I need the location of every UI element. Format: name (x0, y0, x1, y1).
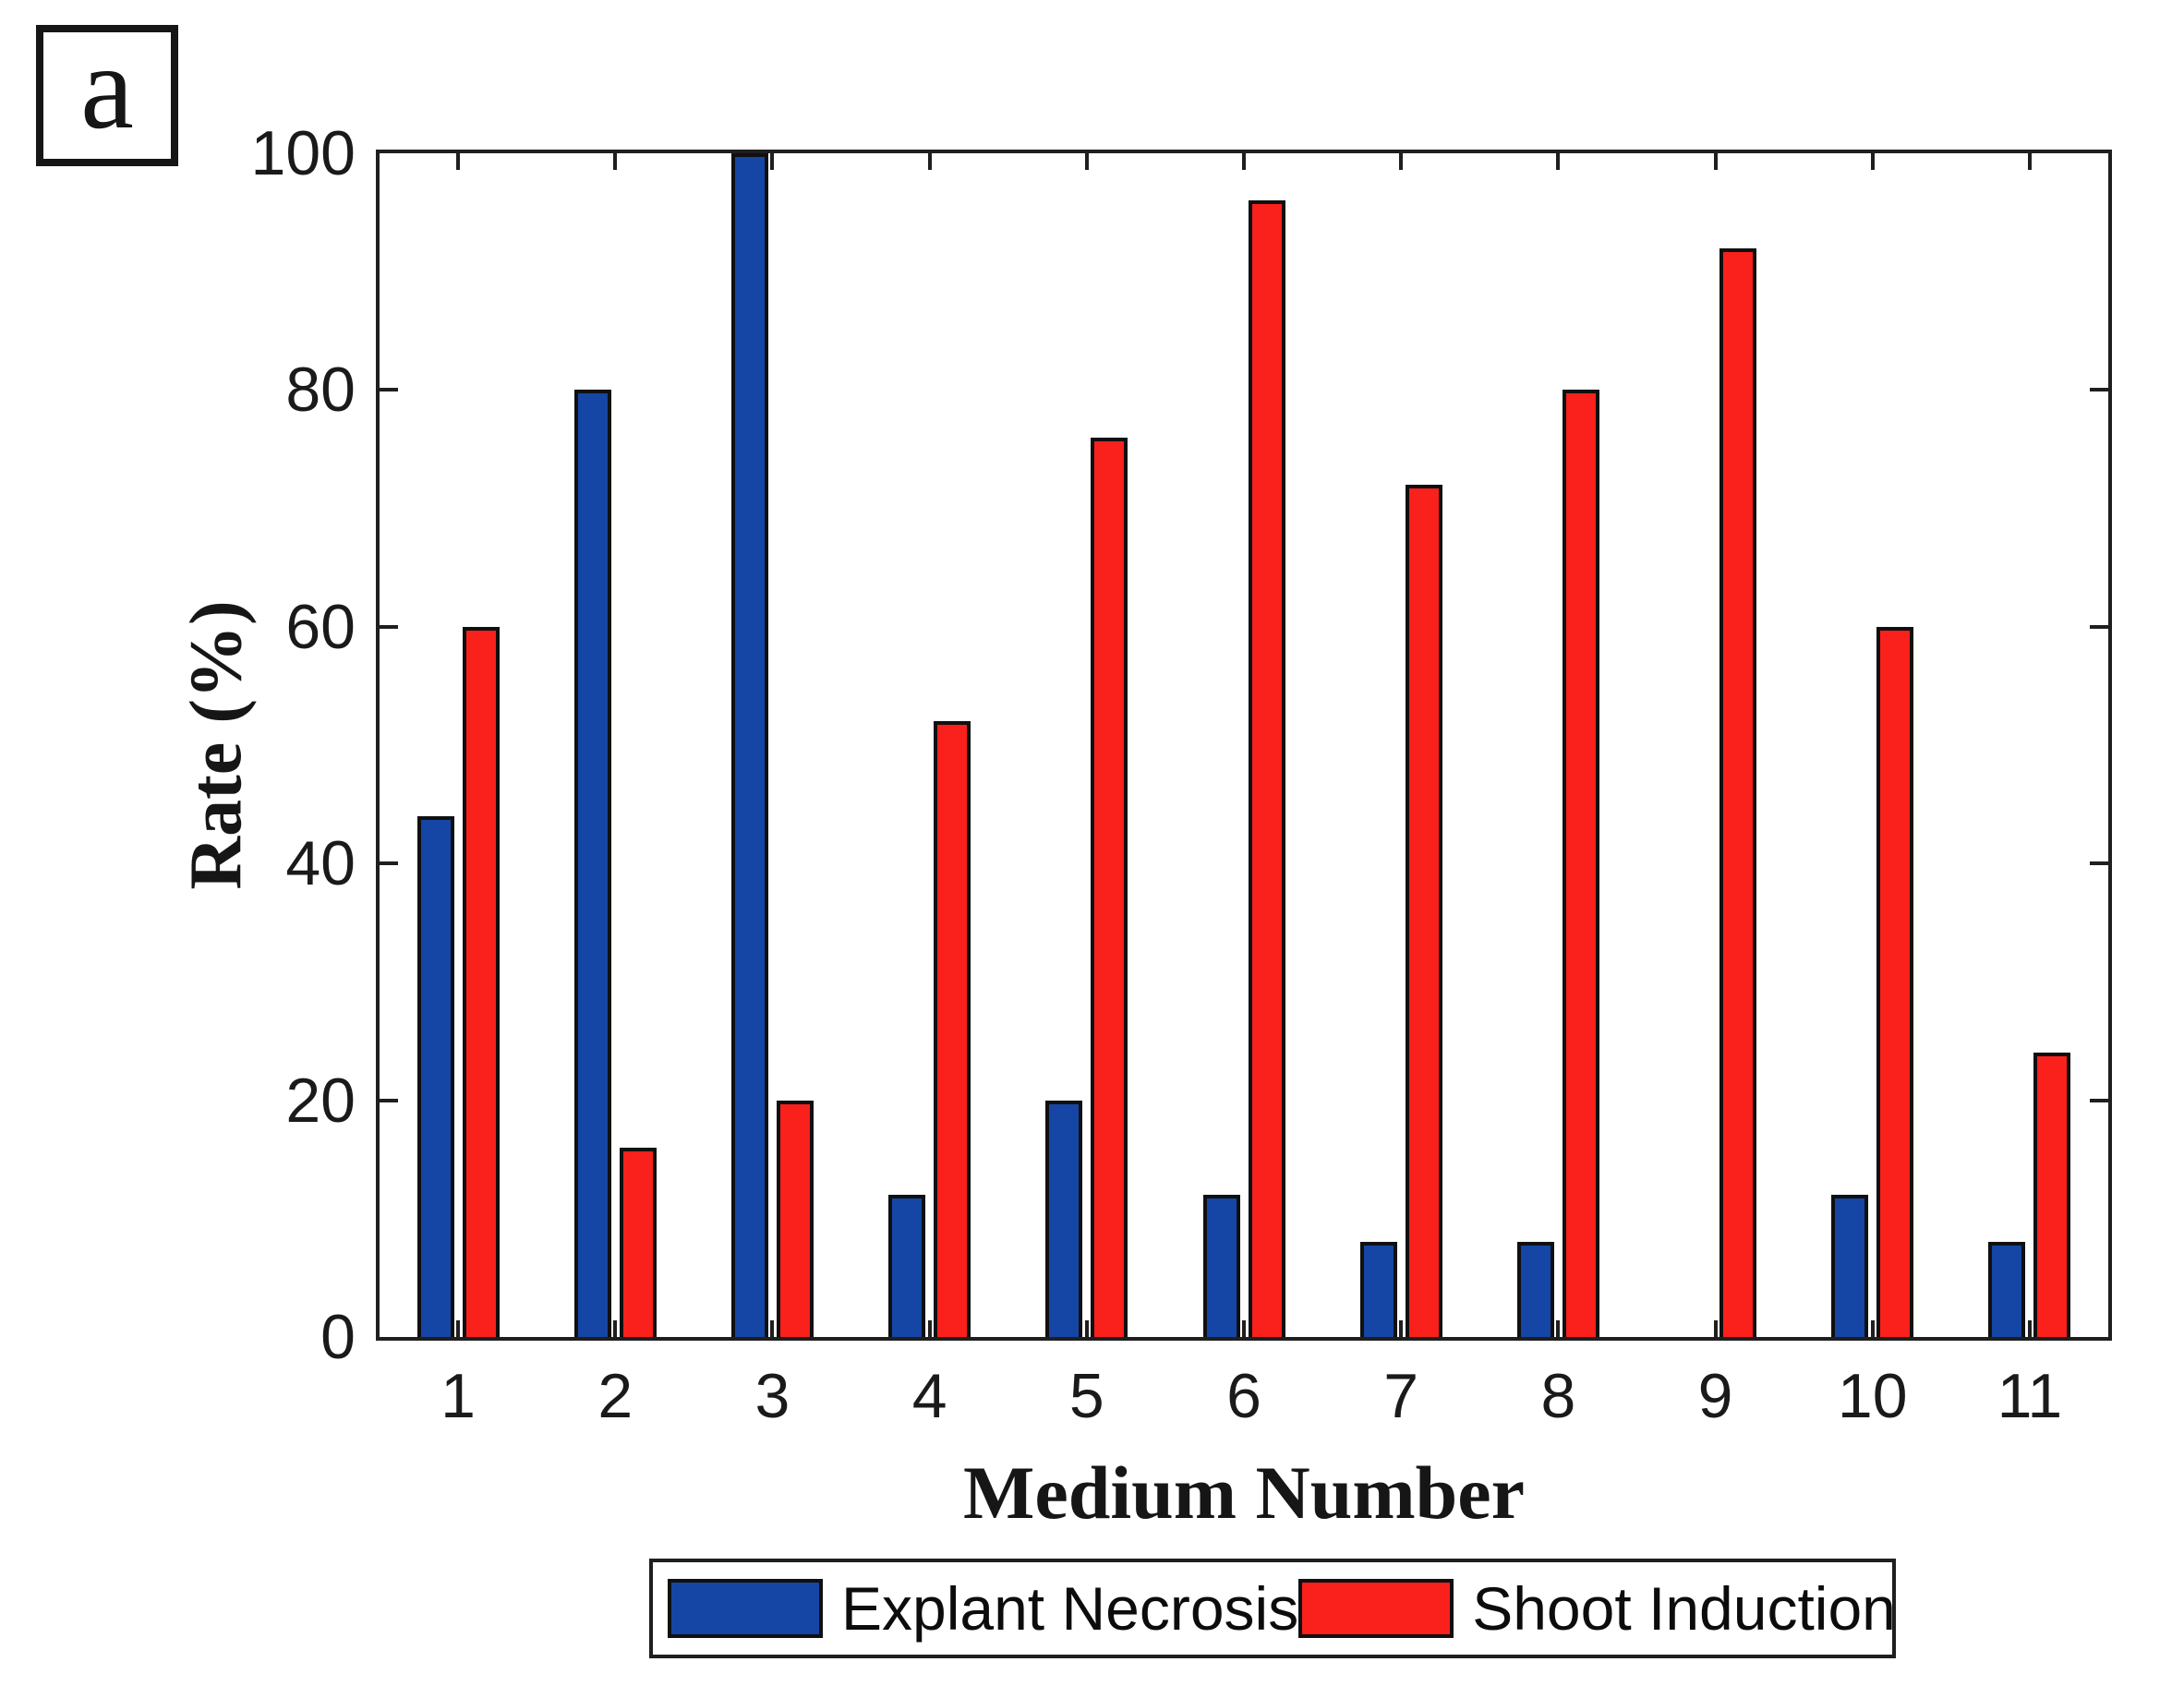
x-tick-label-4: 4 (911, 1361, 947, 1431)
bar-explant-necrosis-2 (573, 390, 611, 1337)
panel-label-box: a (36, 25, 178, 166)
x-tick-mark-top-6 (1242, 153, 1246, 170)
bar-shoot-induction-8 (1562, 390, 1599, 1337)
bar-explant-necrosis-3 (730, 153, 768, 1337)
x-tick-label-2: 2 (597, 1361, 633, 1431)
x-tick-mark-top-4 (927, 153, 932, 170)
y-tick-mark-right-40 (2090, 861, 2108, 866)
legend-label-shoot-induction: Shoot Induction (1472, 1574, 1896, 1643)
legend-swatch-explant-necrosis (668, 1579, 823, 1638)
x-tick-mark-bottom-1 (456, 1320, 461, 1337)
y-tick-label-80: 80 (285, 355, 356, 426)
bar-explant-necrosis-1 (416, 815, 454, 1337)
x-tick-label-10: 10 (1837, 1361, 1908, 1431)
legend-label-explant-necrosis: Explant Necrosis (841, 1574, 1299, 1643)
y-tick-label-60: 60 (285, 591, 356, 662)
legend-item-explant-necrosis: Explant Necrosis (668, 1578, 1298, 1639)
x-tick-mark-top-1 (456, 153, 461, 170)
x-tick-mark-bottom-7 (1399, 1320, 1404, 1337)
bar-shoot-induction-6 (1248, 200, 1285, 1337)
y-tick-mark-right-80 (2090, 388, 2108, 392)
x-tick-mark-top-10 (1870, 153, 1875, 170)
x-tick-mark-top-3 (770, 153, 775, 170)
y-tick-mark-left-60 (380, 624, 398, 629)
x-tick-label-3: 3 (754, 1361, 790, 1431)
bar-shoot-induction-4 (934, 721, 971, 1337)
x-tick-mark-bottom-8 (1556, 1320, 1561, 1337)
x-tick-label-7: 7 (1383, 1361, 1419, 1431)
x-tick-mark-bottom-5 (1084, 1320, 1089, 1337)
x-tick-label-6: 6 (1226, 1361, 1261, 1431)
legend-item-shoot-induction: Shoot Induction (1298, 1578, 1896, 1639)
panel-label: a (80, 20, 134, 154)
x-tick-mark-bottom-6 (1242, 1320, 1246, 1337)
y-tick-label-100: 100 (250, 118, 356, 188)
y-tick-label-0: 0 (320, 1302, 356, 1372)
bar-explant-necrosis-6 (1202, 1195, 1240, 1337)
x-tick-mark-bottom-2 (613, 1320, 618, 1337)
plot-area (376, 150, 2112, 1341)
bar-shoot-induction-11 (2033, 1053, 2071, 1337)
x-tick-label-8: 8 (1540, 1361, 1576, 1431)
x-tick-mark-top-2 (613, 153, 618, 170)
y-tick-mark-left-40 (380, 861, 398, 866)
bar-explant-necrosis-4 (888, 1195, 926, 1337)
bar-explant-necrosis-8 (1516, 1242, 1554, 1337)
x-tick-mark-top-5 (1084, 153, 1089, 170)
x-tick-mark-top-8 (1556, 153, 1561, 170)
bar-shoot-induction-1 (462, 626, 500, 1337)
legend-swatch-shoot-induction (1298, 1579, 1454, 1638)
bar-explant-necrosis-10 (1831, 1195, 1869, 1337)
y-tick-label-40: 40 (285, 828, 356, 899)
x-axis-title: Medium Number (962, 1451, 1526, 1535)
y-tick-label-20: 20 (285, 1065, 356, 1136)
x-tick-mark-bottom-11 (2027, 1320, 2032, 1337)
x-tick-mark-bottom-3 (770, 1320, 775, 1337)
bar-shoot-induction-5 (1091, 437, 1128, 1337)
x-tick-mark-top-7 (1399, 153, 1404, 170)
legend: Explant Necrosis Shoot Induction (649, 1559, 1896, 1658)
y-tick-mark-left-80 (380, 388, 398, 392)
x-tick-mark-bottom-4 (927, 1320, 932, 1337)
x-tick-label-1: 1 (440, 1361, 476, 1431)
bar-shoot-induction-2 (619, 1147, 657, 1337)
x-tick-label-5: 5 (1068, 1361, 1104, 1431)
bar-explant-necrosis-5 (1045, 1100, 1083, 1337)
x-tick-label-9: 9 (1697, 1361, 1733, 1431)
y-tick-mark-left-20 (380, 1098, 398, 1102)
bar-explant-necrosis-7 (1359, 1242, 1397, 1337)
bar-shoot-induction-3 (776, 1100, 814, 1337)
y-tick-mark-right-20 (2090, 1098, 2108, 1102)
x-tick-mark-bottom-9 (1713, 1320, 1718, 1337)
bar-shoot-induction-10 (1876, 626, 1914, 1337)
x-tick-mark-bottom-10 (1870, 1320, 1875, 1337)
bar-explant-necrosis-11 (1988, 1242, 2026, 1337)
bar-shoot-induction-9 (1719, 247, 1757, 1337)
x-tick-mark-top-9 (1713, 153, 1718, 170)
y-tick-mark-right-60 (2090, 624, 2108, 629)
plot-inner (380, 153, 2108, 1337)
x-tick-mark-top-11 (2027, 153, 2032, 170)
bar-shoot-induction-7 (1405, 484, 1442, 1337)
x-tick-label-11: 11 (1997, 1361, 2063, 1431)
